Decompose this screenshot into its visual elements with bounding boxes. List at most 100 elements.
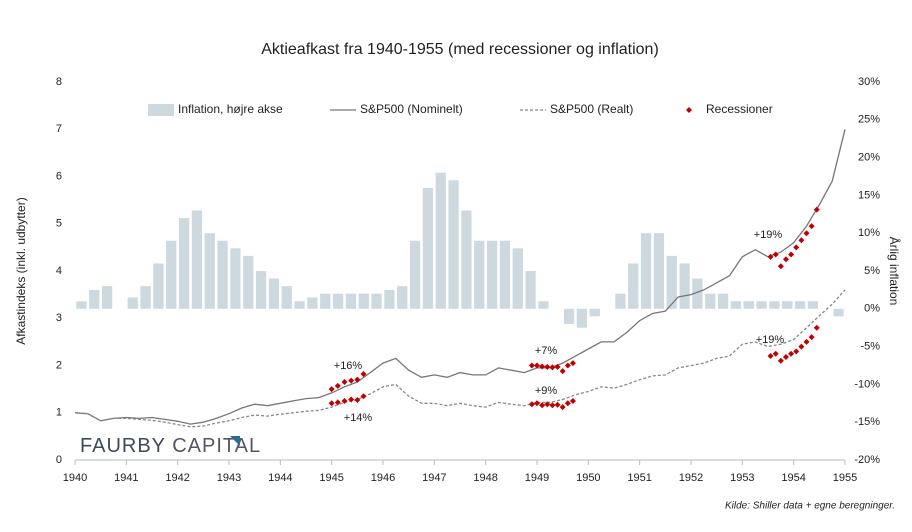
recession-marker <box>788 350 795 357</box>
y-tick-label: 0 <box>56 454 62 466</box>
inflation-bar <box>756 301 767 309</box>
x-tick-label: 1941 <box>114 472 138 484</box>
inflation-bar <box>435 172 446 309</box>
x-tick-label: 1944 <box>268 472 292 484</box>
y2-tick-label: 10% <box>858 227 880 239</box>
logo-mark <box>230 436 240 446</box>
inflation-bar <box>679 263 690 309</box>
inflation-bar <box>243 255 254 309</box>
recession-marker <box>798 343 805 350</box>
inflation-bar <box>807 301 819 309</box>
recession-marker <box>341 397 348 404</box>
chart-title: Aktieafkast fra 1940-1955 (med recession… <box>261 41 659 58</box>
inflation-bar <box>705 293 716 309</box>
recession-marker <box>777 357 784 364</box>
recession-marker <box>334 399 341 406</box>
inflation-bar <box>474 240 485 309</box>
recession-marker <box>348 377 355 384</box>
inflation-bar <box>255 271 267 309</box>
recession-marker <box>793 244 800 251</box>
inflation-bar <box>782 301 793 309</box>
recession-marker <box>782 256 789 263</box>
recession-marker <box>782 353 789 360</box>
recession-marker <box>534 400 540 407</box>
x-tick-label: 1954 <box>781 472 805 484</box>
y-tick-label: 8 <box>56 76 62 88</box>
inflation-bar <box>512 248 523 309</box>
x-tick-label: 1940 <box>63 472 87 484</box>
y2-tick-label: 25% <box>858 114 880 126</box>
inflation-bar <box>769 301 780 309</box>
annotation: +9% <box>535 385 558 397</box>
y-tick-label: 4 <box>56 265 62 277</box>
inflation-bar <box>833 308 844 317</box>
inflation-bar <box>525 271 536 309</box>
recession-marker <box>767 253 774 260</box>
x-tick-label: 1955 <box>833 472 857 484</box>
annotation: +14% <box>344 412 373 424</box>
x-tick-label: 1950 <box>576 472 600 484</box>
recession-marker <box>528 362 535 369</box>
recession-marker <box>354 396 361 403</box>
line <box>74 129 846 425</box>
recession-marker <box>569 397 576 404</box>
source-note: Kilde: Shiller data + egne beregninger. <box>725 501 895 512</box>
inflation-bar <box>563 308 575 324</box>
recession-marker <box>341 379 348 386</box>
recession-marker <box>334 382 341 389</box>
recession-marker <box>554 401 561 408</box>
inflation-bar <box>422 187 434 309</box>
x-tick-label: 1953 <box>730 472 754 484</box>
recession-marker <box>544 363 551 370</box>
inflation-bar <box>371 293 382 309</box>
x-tick-label: 1952 <box>679 472 703 484</box>
inflation-bar <box>538 301 549 309</box>
inflation-bar <box>140 286 151 309</box>
recession-marker <box>564 362 571 369</box>
annotation: +16% <box>334 360 363 372</box>
inflation-bar <box>653 233 665 309</box>
inflation-bar <box>294 301 305 309</box>
x-tick-label: 1942 <box>165 472 189 484</box>
recession-marker <box>534 362 540 369</box>
recession-marker <box>772 251 779 258</box>
inflation-bar <box>486 240 498 309</box>
recession-marker <box>569 360 576 367</box>
y2-tick-label: -20% <box>854 454 880 466</box>
x-tick-label: 1948 <box>473 472 497 484</box>
recession-marker <box>328 400 335 407</box>
line <box>74 289 846 428</box>
recession-marker <box>328 386 335 393</box>
inflation-bar <box>153 263 164 309</box>
inflation-bar <box>281 286 292 309</box>
recession-marker <box>803 338 810 345</box>
inflation-bar <box>345 293 357 309</box>
y2-tick-label: -10% <box>854 378 880 390</box>
recession-marker <box>813 324 820 331</box>
recession-marker <box>360 371 367 378</box>
inflation-bar <box>717 293 729 309</box>
recession-marker <box>348 396 355 403</box>
recession-marker <box>539 402 546 409</box>
y-tick-label: 1 <box>56 407 62 419</box>
inflation-bar <box>178 218 190 309</box>
x-tick-label: 1947 <box>422 472 446 484</box>
legend-label: S&P500 (Nominelt) <box>360 102 463 116</box>
recession-marker <box>360 393 367 400</box>
inflation-bar <box>204 233 215 309</box>
inflation-bar <box>743 301 754 309</box>
inflation-bar <box>191 210 203 309</box>
y2-tick-label: -15% <box>854 416 880 428</box>
y2-tick-label: 20% <box>858 152 880 164</box>
recession-marker <box>767 353 774 360</box>
inflation-bar <box>589 308 600 317</box>
inflation-bar <box>409 240 421 309</box>
annotation: +19% <box>754 229 783 241</box>
inflation-bar <box>166 240 177 309</box>
annotation: +19% <box>756 334 785 346</box>
recession-marker <box>777 263 784 270</box>
inflation-bar <box>332 293 344 309</box>
inflation-bar <box>794 301 806 309</box>
inflation-bar <box>307 297 318 309</box>
